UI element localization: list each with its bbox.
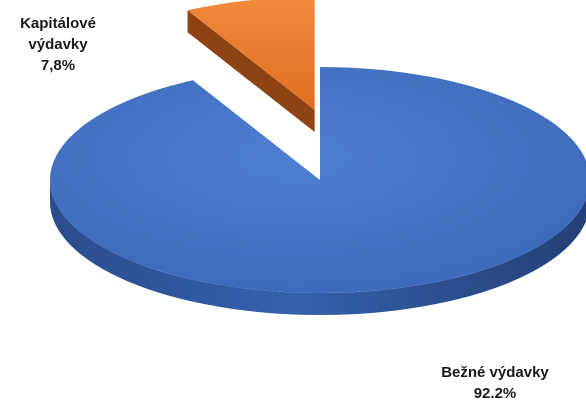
label-line: výdavky [28, 36, 88, 53]
label-bezne-vydavky: Bežné výdavky 92.2% [441, 364, 549, 401]
slice-bezne [50, 67, 586, 315]
label-kapitalove-vydavky: Kapitálové výdavky 7,8% [20, 15, 96, 74]
slice-top [50, 67, 586, 293]
label-line: 7,8% [41, 57, 75, 74]
label-line: Kapitálové [20, 15, 96, 32]
slice-kapitalove [187, 0, 315, 132]
slice-top [187, 0, 315, 110]
slice-side-wall [50, 180, 586, 315]
slices-group [50, 0, 586, 315]
slice-edge-wall [187, 10, 315, 132]
label-line: Bežné výdavky [441, 364, 549, 381]
label-line: 92.2% [474, 385, 517, 401]
labels-group: Bežné výdavky 92.2% Kapitálové výdavky 7,8% [20, 15, 549, 401]
